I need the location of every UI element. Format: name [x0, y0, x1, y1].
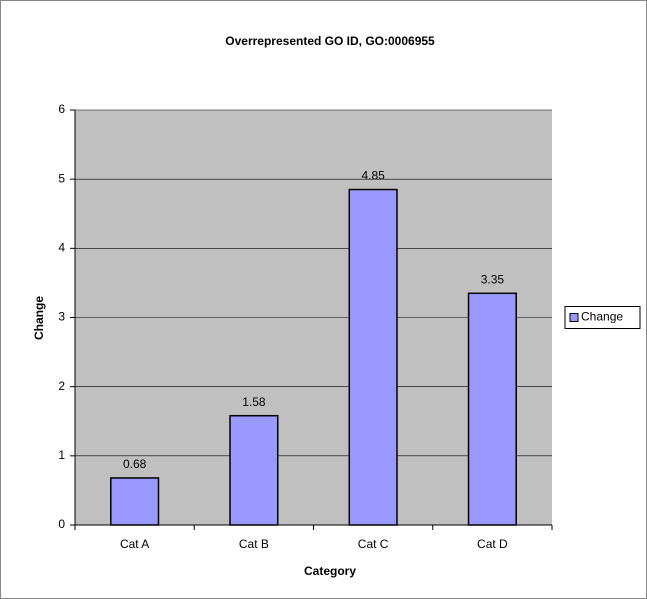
x-tick-label: Cat C: [358, 537, 389, 551]
x-tick-label: Cat B: [239, 537, 269, 551]
bar: [348, 188, 398, 526]
data-label: 0.68: [123, 457, 147, 471]
y-tick-label: 5: [58, 171, 65, 185]
data-label: 3.35: [481, 272, 505, 286]
data-label: 4.85: [361, 169, 385, 183]
bar: [229, 414, 279, 526]
x-axis-label: Category: [304, 564, 356, 578]
y-tick-label: 4: [58, 241, 65, 255]
chart-title: Overrepresented GO ID, GO:0006955: [225, 34, 435, 48]
y-tick-label: 6: [58, 102, 65, 116]
y-tick-label: 1: [58, 448, 65, 462]
x-tick-label: Cat A: [120, 537, 149, 551]
legend-label: Change: [581, 310, 623, 324]
data-label: 1.58: [242, 395, 266, 409]
y-tick-label: 2: [58, 379, 65, 393]
legend-box: [564, 306, 641, 329]
y-tick-label: 3: [58, 310, 65, 324]
y-axis-label: Change: [32, 296, 46, 340]
bar: [467, 292, 517, 526]
y-tick-label: 0: [58, 517, 65, 531]
bar: [110, 477, 160, 526]
x-tick-label: Cat D: [477, 537, 508, 551]
legend-swatch: [569, 313, 579, 322]
